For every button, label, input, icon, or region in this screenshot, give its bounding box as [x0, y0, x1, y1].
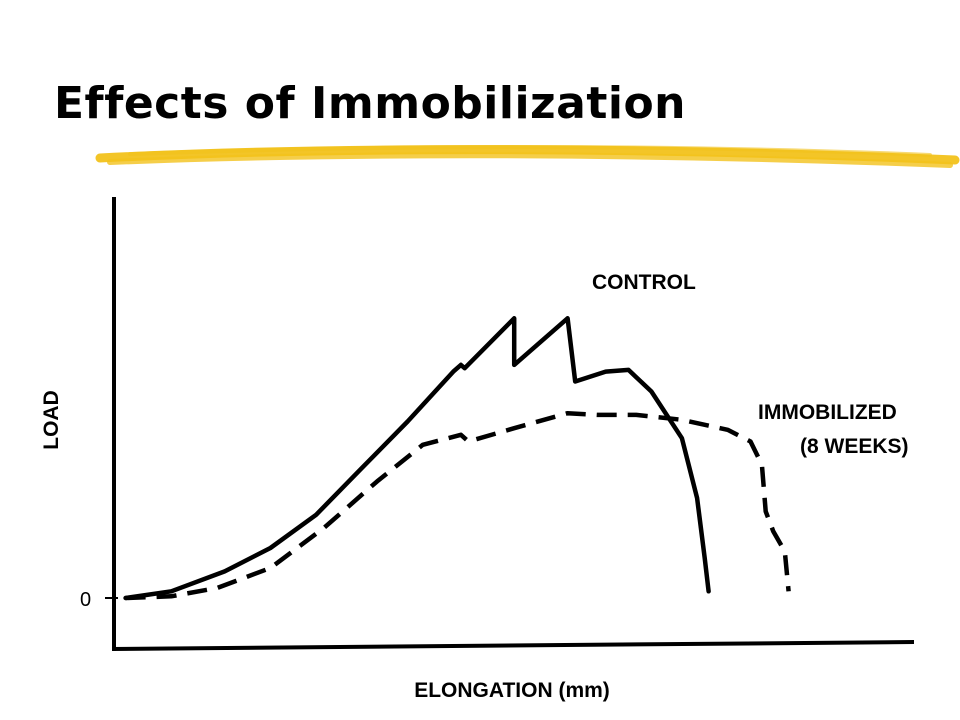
title-highlight-stroke — [95, 144, 960, 168]
series-line-control — [123, 316, 711, 601]
y-tick-label-zero: 0 — [80, 589, 91, 611]
x-axis — [111, 640, 915, 651]
highlight-stroke-2 — [128, 144, 932, 157]
series-line-immobilized — [125, 410, 791, 601]
series-layer — [123, 316, 791, 601]
x-axis-title: ELONGATION (mm) — [414, 679, 610, 702]
series-label-immobilized-duration: (8 WEEKS) — [800, 435, 909, 458]
series-label-immobilized: IMMOBILIZED — [758, 401, 897, 424]
highlight-stroke-0 — [95, 145, 960, 165]
y-axis-title: LOAD — [40, 390, 63, 450]
slide-title: Effects of Immobilization — [54, 78, 687, 129]
highlight-stroke-1 — [107, 152, 953, 168]
series-label-control: CONTROL — [592, 271, 696, 294]
